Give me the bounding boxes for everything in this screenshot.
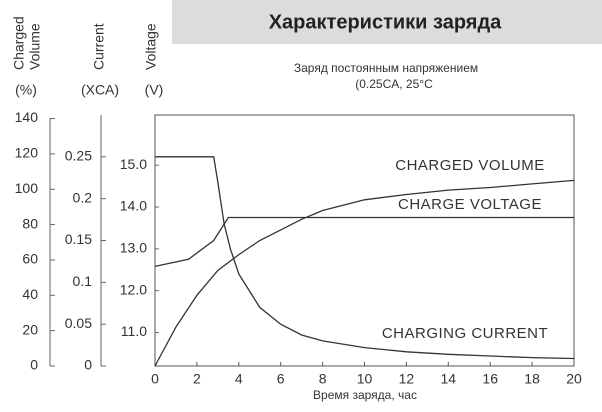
- y2-unit: (XCA): [81, 82, 119, 98]
- x-tick-label: 4: [235, 371, 243, 387]
- y-tick-label: 20: [22, 321, 38, 337]
- y-unit: (%): [15, 82, 37, 98]
- x-tick-label: 8: [319, 371, 327, 387]
- y-tick-label: 14.0: [120, 198, 147, 214]
- series-line: [154, 216, 574, 268]
- x-tick-label: 20: [566, 371, 582, 387]
- x-tick-label: 0: [151, 371, 159, 387]
- x-axis-label: Время заряда, час: [313, 388, 417, 402]
- x-tick-label: 12: [399, 371, 415, 387]
- title-box: [172, 0, 602, 44]
- y-tick-label: 40: [22, 286, 38, 302]
- y-tick-label: 0.05: [65, 315, 92, 331]
- y-tick-label: 12.0: [120, 281, 147, 297]
- series-label: CHARGE VOLTAGE: [398, 196, 542, 213]
- y-tick-label: 120: [15, 145, 39, 161]
- y-axis-label: Volume: [27, 23, 43, 70]
- series-label: CHARGED VOLUME: [395, 157, 545, 174]
- y-tick-label: 0.15: [65, 231, 92, 247]
- y3-axis-label: Voltage: [143, 23, 159, 70]
- y-tick-label: 0: [84, 357, 92, 373]
- subtitle: (0.25CA, 25°C: [355, 77, 433, 91]
- subtitle: Заряд постоянным напряжением: [294, 61, 478, 75]
- y-tick-label: 0: [30, 357, 38, 373]
- chart-title: Характеристики заряда: [269, 11, 502, 33]
- x-tick-label: 6: [277, 371, 285, 387]
- y-tick-label: 140: [15, 109, 39, 125]
- y-tick-label: 0.25: [65, 148, 92, 164]
- y-tick-label: 15.0: [120, 156, 147, 172]
- series-line: [154, 179, 575, 367]
- x-tick-label: 16: [482, 371, 498, 387]
- x-tick-label: 10: [357, 371, 373, 387]
- y-tick-label: 0.2: [73, 189, 93, 205]
- y-axis-label: Charged: [11, 16, 27, 70]
- y-tick-label: 0.1: [73, 273, 93, 289]
- y3-unit: (V): [145, 82, 164, 98]
- x-tick-label: 2: [193, 371, 201, 387]
- y-tick-label: 80: [22, 215, 38, 231]
- y-tick-label: 60: [22, 251, 38, 267]
- x-tick-label: 18: [524, 371, 540, 387]
- y-tick-label: 13.0: [120, 240, 147, 256]
- y-tick-label: 100: [15, 180, 39, 196]
- x-tick-label: 14: [441, 371, 457, 387]
- series-label: CHARGING CURRENT: [382, 325, 548, 342]
- y-tick-label: 11.0: [121, 323, 147, 339]
- y2-axis-label: Current: [91, 23, 107, 70]
- series-line: [155, 156, 575, 360]
